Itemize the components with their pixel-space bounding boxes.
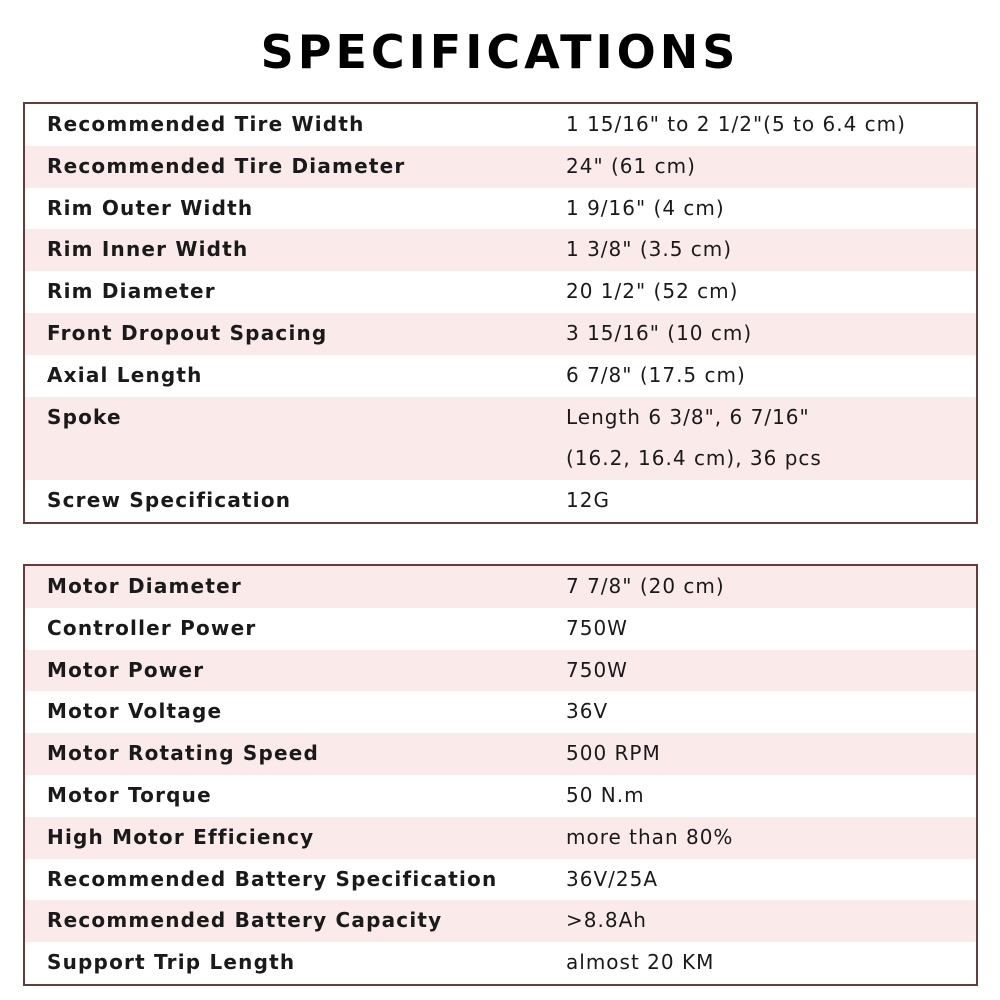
spec-value: >8.8Ah <box>566 908 647 933</box>
spec-row: Recommended Tire Diameter 24" (61 cm) <box>25 145 976 188</box>
spec-value: 500 RPM <box>566 741 661 766</box>
spec-row: Motor Voltage 36V <box>25 691 976 733</box>
page-title: SPECIFICATIONS <box>260 25 740 79</box>
spec-value: 1 3/8" (3.5 cm) <box>566 237 733 262</box>
spec-label: Spoke <box>47 404 122 429</box>
spec-row: Recommended Battery Capacity >8.8Ah <box>25 900 976 943</box>
spec-label: Recommended Battery Capacity <box>47 908 443 933</box>
spec-label: Controller Power <box>47 615 257 640</box>
spec-row: Rim Outer Width 1 9/16" (4 cm) <box>25 188 976 230</box>
spec-value: 36V/25A <box>566 866 658 891</box>
spec-value: 24" (61 cm) <box>566 153 696 178</box>
spec-value: more than 80% <box>566 824 734 849</box>
spec-label: High Motor Efficiency <box>47 824 315 849</box>
spec-value: 750W <box>566 657 628 682</box>
spec-row: Motor Rotating Speed 500 RPM <box>25 733 976 775</box>
spec-row: Axial Length 6 7/8" (17.5 cm) <box>25 355 976 397</box>
spec-value: Length 6 3/8", 6 7/16" (16.2, 16.4 cm), … <box>566 404 822 471</box>
spec-value: 1 9/16" (4 cm) <box>566 195 725 220</box>
spec-value: 12G <box>566 488 610 513</box>
spec-label: Rim Inner Width <box>47 237 249 262</box>
spec-label: Recommended Tire Diameter <box>47 153 406 178</box>
spec-value: 7 7/8" (20 cm) <box>566 574 725 598</box>
spec-row: Controller Power 750W <box>25 608 976 650</box>
spec-value: 3 15/16" (10 cm) <box>566 320 753 345</box>
spec-row: Recommended Battery Specification 36V/25A <box>25 859 976 901</box>
motor-specs-table: Motor Diameter 7 7/8" (20 cm) Controller P… <box>23 564 978 986</box>
spec-row: Rim Diameter 20 1/2" (52 cm) <box>25 271 976 313</box>
spec-value: 6 7/8" (17.5 cm) <box>566 362 746 387</box>
spec-row: Motor Torque 50 N.m <box>25 775 976 817</box>
spec-label: Motor Power <box>47 657 205 682</box>
wheel-specs-table: Recommended Tire Width 1 15/16" to 2 1/2"… <box>23 102 978 524</box>
spec-value: 50 N.m <box>566 782 645 807</box>
spec-label: Screw Specification <box>47 488 292 513</box>
spec-label: Motor Voltage <box>47 699 223 724</box>
spec-label: Recommended Battery Specification <box>47 866 498 891</box>
spec-row: Support Trip Length almost 20 KM <box>25 942 976 984</box>
spec-label: Motor Torque <box>47 782 212 807</box>
spec-label: Axial Length <box>47 362 203 387</box>
spec-label: Recommended Tire Width <box>47 112 365 136</box>
spec-row: Motor Diameter 7 7/8" (20 cm) <box>25 566 976 608</box>
spec-row: Recommended Tire Width 1 15/16" to 2 1/2"… <box>25 104 976 146</box>
spec-row: Motor Power 750W <box>25 649 976 692</box>
spec-label: Rim Diameter <box>47 279 216 304</box>
spec-row: Rim Inner Width 1 3/8" (3.5 cm) <box>25 229 976 272</box>
spec-label: Front Dropout Spacing <box>47 320 328 345</box>
spec-value: almost 20 KM <box>566 950 715 975</box>
spec-label: Motor Rotating Speed <box>47 741 320 766</box>
spec-value: 36V <box>566 699 609 724</box>
spec-row: Spoke Length 6 3/8", 6 7/16" (16.2, 16.4 … <box>25 396 976 481</box>
spec-row: Screw Specification 12G <box>25 480 976 522</box>
spec-label: Motor Diameter <box>47 574 242 598</box>
spec-value: 20 1/2" (52 cm) <box>566 279 739 304</box>
spec-row: Front Dropout Spacing 3 15/16" (10 cm) <box>25 312 976 355</box>
spec-value: 1 15/16" to 2 1/2"(5 to 6.4 cm) <box>566 112 906 136</box>
spec-value: 750W <box>566 615 628 640</box>
spec-row: High Motor Efficiency more than 80% <box>25 816 976 859</box>
spec-label: Rim Outer Width <box>47 195 254 220</box>
spec-label: Support Trip Length <box>47 950 296 975</box>
